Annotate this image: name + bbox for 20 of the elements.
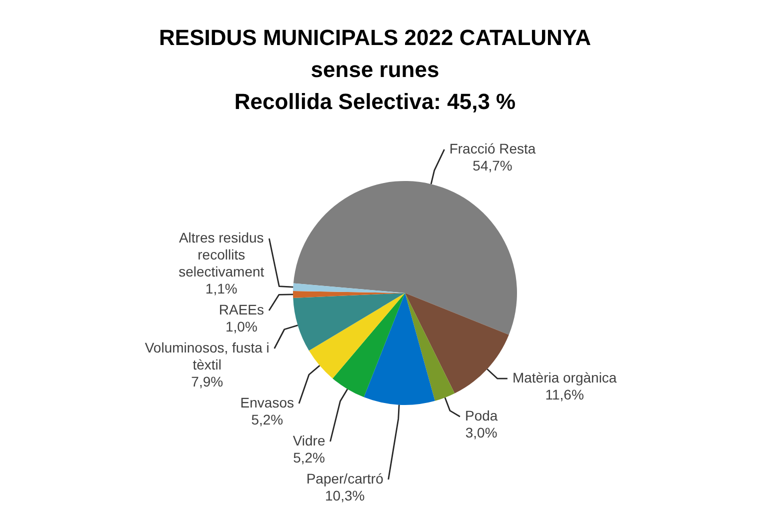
- data-label: 54,7%: [472, 157, 512, 174]
- data-label: 5,2%: [293, 449, 325, 466]
- data-label: 1,0%: [225, 318, 258, 334]
- data-label: 5,2%: [251, 411, 284, 428]
- data-label: 10,3%: [324, 487, 365, 504]
- data-label: 11,6%: [545, 386, 584, 402]
- data-label: 3,0%: [465, 424, 498, 440]
- data-label: 1,1%: [205, 280, 238, 296]
- slice-label: Fracció Resta: [449, 140, 536, 156]
- slice-label: Matèria orgànica: [512, 369, 617, 386]
- slice-label: RAEEs: [218, 301, 264, 318]
- slice-label: Poda: [464, 407, 498, 424]
- slice-label: Altres residus recollits selectivament: [178, 229, 264, 280]
- slice-label: Paper/cartró: [306, 470, 384, 486]
- slice-label: Vidre: [292, 432, 326, 448]
- slice-label: Voluminosos, fusta i tèxtil: [144, 339, 270, 372]
- chart-title: RESIDUS MUNICIPALS 2022 CATALUNYA: [158, 24, 592, 52]
- slice-label: Envasos: [240, 394, 294, 410]
- chart-subtitle: sense runes Recollida Selectiva: 45,3 %: [233, 56, 517, 116]
- data-label: 7,9%: [191, 373, 224, 390]
